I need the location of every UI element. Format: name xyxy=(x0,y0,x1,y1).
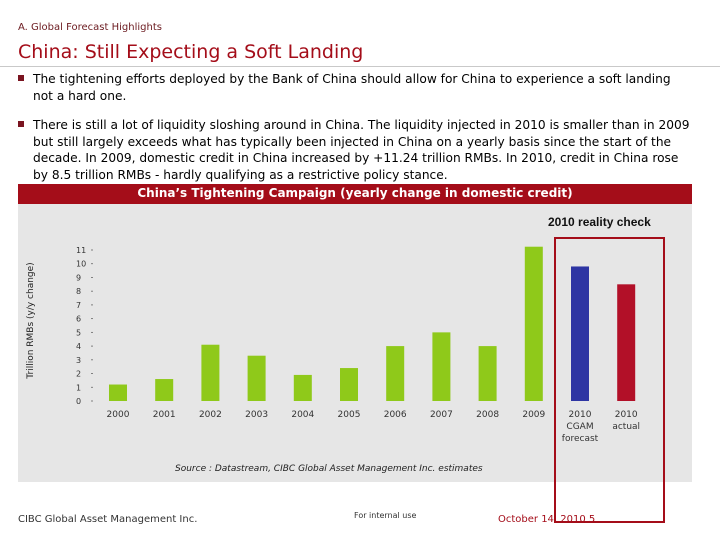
bullet-2: There is still a lot of liquidity sloshi… xyxy=(18,117,690,183)
page-title: China: Still Expecting a Soft Landing xyxy=(18,41,364,63)
bar-2009 xyxy=(524,246,543,401)
footer-date-page: October 14, 2010 5 xyxy=(498,514,596,525)
x-tick-label: 2010 xyxy=(615,410,638,420)
x-tick-label: 2008 xyxy=(476,410,499,420)
reality-check-highlight xyxy=(554,237,665,523)
bullet-text: The tightening efforts deployed by the B… xyxy=(33,72,671,103)
y-tick-label: 2 xyxy=(76,370,81,379)
x-tick-label: 2001 xyxy=(153,410,176,420)
bullet-marker xyxy=(18,75,24,81)
x-tick-label: 2009 xyxy=(522,410,545,420)
bullet-1: The tightening efforts deployed by the B… xyxy=(18,71,690,104)
bar-2002 xyxy=(201,344,220,401)
y-tick-label: 1 xyxy=(76,383,81,392)
chart: Trillion RMBs (y/y change) 0 1 2 3 4 5 6 7 8 9 10 11… xyxy=(26,246,640,444)
y-tick-label: 7 xyxy=(76,301,81,310)
title-divider xyxy=(0,66,720,67)
bar-2008 xyxy=(478,346,497,401)
x-tick-label: 2002 xyxy=(199,410,222,420)
bar-2010-actual xyxy=(617,284,636,401)
section-label: A. Global Forecast Highlights xyxy=(18,22,162,33)
y-tick-label: 4 xyxy=(76,342,81,351)
x-tick-label: 2003 xyxy=(245,410,268,420)
x-tick-label: actual xyxy=(612,422,640,432)
y-tick-label: 3 xyxy=(76,356,81,365)
reality-check-label: 2010 reality check xyxy=(548,215,651,229)
y-tick-label: 6 xyxy=(76,315,81,324)
y-tick-label: 0 xyxy=(76,397,81,406)
x-tick-label: CGAM xyxy=(566,422,593,432)
chart-header: China’s Tightening Campaign (yearly chan… xyxy=(18,184,692,204)
bar-2010-cgam-forecast xyxy=(571,266,589,401)
x-tick-label: 2006 xyxy=(384,410,407,420)
y-tick-label: 11 xyxy=(76,246,86,255)
chart-panel: Trillion RMBs (y/y change) 0 1 2 3 4 5 6 7 8 9 10 11… xyxy=(18,204,692,482)
x-tick-label: forecast xyxy=(562,434,599,444)
bar-2006 xyxy=(386,346,405,401)
bar-2007 xyxy=(432,332,451,401)
bar-2004 xyxy=(293,374,312,401)
bullet-marker xyxy=(18,121,24,127)
y-tick-label: 8 xyxy=(76,287,81,296)
y-axis-label: Trillion RMBs (y/y change) xyxy=(26,262,36,379)
bar-2003 xyxy=(247,355,266,401)
chart-source: Source : Datastream, CIBC Global Asset M… xyxy=(175,464,483,474)
bullet-text: There is still a lot of liquidity sloshi… xyxy=(33,118,690,182)
bar-2001 xyxy=(155,379,174,401)
y-tick-label: 5 xyxy=(76,328,81,337)
x-tick-label: 2000 xyxy=(107,410,130,420)
bar-2000 xyxy=(109,384,127,401)
x-tick-label: 2005 xyxy=(338,410,361,420)
footer-internal-use: For internal use xyxy=(354,511,417,520)
y-tick-label: 9 xyxy=(76,273,81,282)
x-tick-label: 2010 xyxy=(569,410,592,420)
footer-company: CIBC Global Asset Management Inc. xyxy=(18,514,198,525)
bar-2005 xyxy=(340,368,358,401)
x-tick-label: 2007 xyxy=(430,410,453,420)
x-tick-label: 2004 xyxy=(291,410,314,420)
y-tick-label: 10 xyxy=(76,260,86,269)
